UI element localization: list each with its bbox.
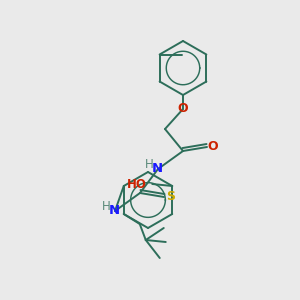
Text: O: O	[178, 103, 188, 116]
Text: S: S	[167, 190, 176, 203]
Text: N: N	[152, 163, 163, 176]
Text: O: O	[208, 140, 218, 154]
Text: N: N	[108, 205, 120, 218]
Text: H: H	[102, 200, 110, 212]
Text: HO: HO	[128, 178, 147, 190]
Text: H: H	[145, 158, 153, 170]
